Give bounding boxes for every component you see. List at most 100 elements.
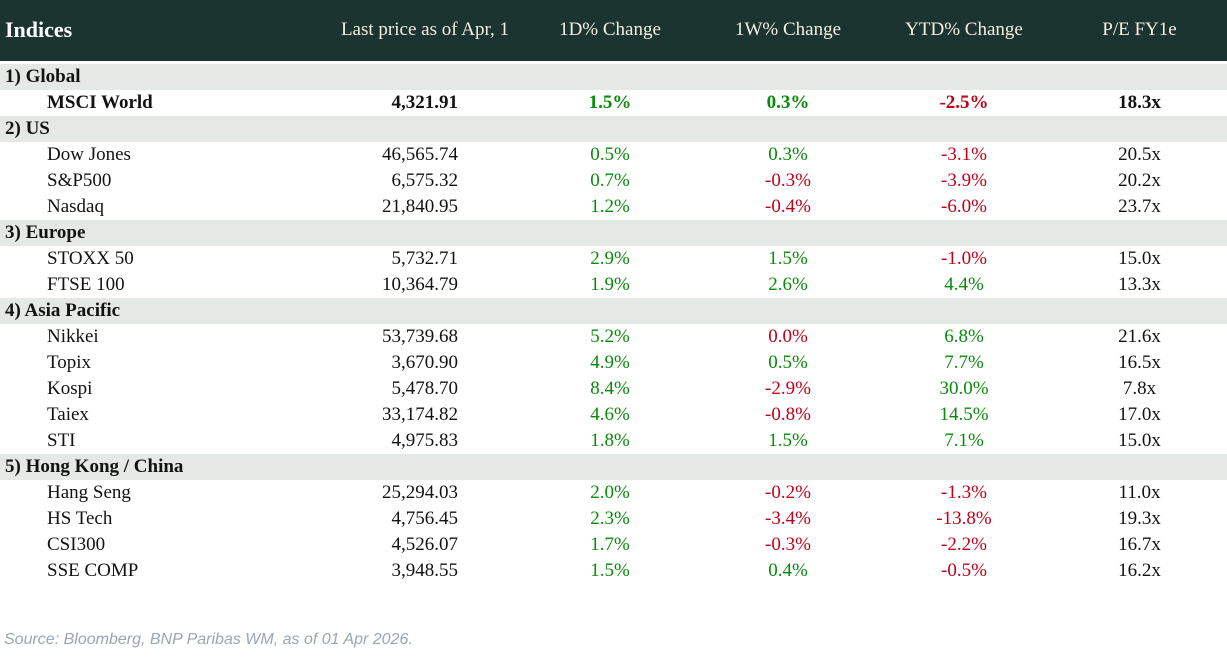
col-header-pe-fy1e: P/E FY1e — [1052, 0, 1227, 64]
change-1w-cell: 0.0% — [768, 325, 808, 347]
index-name-cell: CSI300 — [47, 533, 106, 555]
index-name-cell: Kospi — [47, 377, 93, 399]
pe-cell: 21.6x — [1118, 325, 1161, 347]
pe-cell: 18.3x — [1118, 91, 1161, 113]
change-ytd-cell: -3.9% — [941, 169, 987, 191]
col-header-indices: Indices — [0, 0, 330, 64]
index-name-cell: S&P500 — [47, 169, 112, 191]
section-row: 5) Hong Kong / China — [0, 453, 1227, 480]
pe-cell: 15.0x — [1118, 247, 1161, 269]
change-ytd-cell: 6.8% — [944, 325, 984, 347]
pe-cell: 19.3x — [1118, 507, 1161, 529]
change-1w-cell: 0.3% — [768, 143, 808, 165]
index-row: Topix 3,670.90 4.9% 0.5% 7.7% 16.5x — [0, 350, 1227, 376]
change-1d-cell: 8.4% — [590, 377, 630, 399]
last-price-cell: 21,840.95 — [382, 195, 458, 217]
change-1d-cell: 1.9% — [590, 273, 630, 295]
col-header-1d-change: 1D% Change — [520, 0, 700, 64]
change-1w-cell: -2.9% — [765, 377, 811, 399]
change-1w-cell: -0.3% — [765, 169, 811, 191]
pe-cell: 16.2x — [1118, 559, 1161, 581]
index-name-cell: HS Tech — [47, 507, 113, 529]
last-price-cell: 25,294.03 — [382, 481, 458, 503]
section-label: 3) Europe — [0, 219, 1227, 246]
change-1w-cell: 0.5% — [768, 351, 808, 373]
last-price-cell: 4,975.83 — [391, 429, 459, 451]
index-row: CSI300 4,526.07 1.7% -0.3% -2.2% 16.7x — [0, 532, 1227, 558]
change-ytd-cell: -2.5% — [939, 91, 989, 113]
change-1d-cell: 1.7% — [590, 533, 630, 555]
index-row: Dow Jones 46,565.74 0.5% 0.3% -3.1% 20.5x — [0, 142, 1227, 168]
last-price-cell: 5,478.70 — [391, 377, 459, 399]
change-ytd-cell: -13.8% — [936, 507, 992, 529]
section-label: 5) Hong Kong / China — [0, 453, 1227, 480]
index-name-cell: Nikkei — [47, 325, 99, 347]
indices-table-body: 1) Global MSCI World 4,321.91 1.5% 0.3% -2.5%… — [0, 62, 1227, 584]
change-1d-cell: 1.8% — [590, 429, 630, 451]
source-note: Source: Bloomberg, BNP Paribas WM, as of… — [4, 630, 413, 648]
index-name-cell: Topix — [47, 351, 92, 373]
index-row: Kospi 5,478.70 8.4% -2.9% 30.0% 7.8x — [0, 376, 1227, 402]
pe-cell: 13.3x — [1118, 273, 1161, 295]
change-1w-cell: 0.4% — [768, 559, 808, 581]
index-row: SSE COMP 3,948.55 1.5% 0.4% -0.5% 16.2x — [0, 558, 1227, 584]
change-ytd-cell: 7.7% — [944, 351, 984, 373]
section-row: 4) Asia Pacific — [0, 297, 1227, 324]
change-1d-cell: 2.3% — [590, 507, 630, 529]
last-price-cell: 4,526.07 — [391, 533, 459, 555]
change-1w-cell: 0.3% — [766, 91, 810, 113]
change-1d-cell: 4.6% — [590, 403, 630, 425]
change-1w-cell: -0.8% — [765, 403, 811, 425]
change-ytd-cell: -1.0% — [941, 247, 987, 269]
change-1d-cell: 0.7% — [590, 169, 630, 191]
last-price-cell: 10,364.79 — [382, 273, 458, 295]
pe-cell: 20.2x — [1118, 169, 1161, 191]
index-name-cell: FTSE 100 — [47, 273, 125, 295]
index-row: STI 4,975.83 1.8% 1.5% 7.1% 15.0x — [0, 428, 1227, 454]
index-name-cell: Dow Jones — [47, 143, 131, 165]
pe-cell: 7.8x — [1122, 377, 1157, 399]
change-1w-cell: 2.6% — [768, 273, 808, 295]
last-price-cell: 5,732.71 — [391, 247, 459, 269]
change-1d-cell: 1.5% — [588, 91, 632, 113]
change-1d-cell: 1.2% — [590, 195, 630, 217]
change-1d-cell: 1.5% — [590, 559, 630, 581]
section-row: 2) US — [0, 115, 1227, 142]
index-row: Taiex 33,174.82 4.6% -0.8% 14.5% 17.0x — [0, 402, 1227, 428]
pe-cell: 16.5x — [1118, 351, 1161, 373]
change-1w-cell: -0.2% — [765, 481, 811, 503]
col-header-last-price: Last price as of Apr, 1 — [330, 0, 520, 64]
index-row: HS Tech 4,756.45 2.3% -3.4% -13.8% 19.3x — [0, 506, 1227, 532]
index-row: Hang Seng 25,294.03 2.0% -0.2% -1.3% 11.0x — [0, 480, 1227, 506]
last-price-cell: 6,575.32 — [391, 169, 459, 191]
change-1w-cell: -3.4% — [765, 507, 811, 529]
index-row: Nasdaq 21,840.95 1.2% -0.4% -6.0% 23.7x — [0, 194, 1227, 220]
section-label: 2) US — [0, 115, 1227, 142]
change-ytd-cell: 7.1% — [944, 429, 984, 451]
header-row: Indices Last price as of Apr, 1 1D% Chan… — [0, 0, 1227, 64]
change-1d-cell: 2.0% — [590, 481, 630, 503]
section-row: 3) Europe — [0, 219, 1227, 246]
change-ytd-cell: 14.5% — [939, 403, 989, 425]
last-price-cell: 33,174.82 — [382, 403, 458, 425]
pe-cell: 11.0x — [1118, 481, 1161, 503]
pe-cell: 16.7x — [1118, 533, 1161, 555]
change-1w-cell: -0.3% — [765, 533, 811, 555]
index-row: STOXX 50 5,732.71 2.9% 1.5% -1.0% 15.0x — [0, 246, 1227, 272]
index-name-cell: SSE COMP — [47, 559, 139, 581]
change-ytd-cell: -6.0% — [941, 195, 987, 217]
indices-table: Indices Last price as of Apr, 1 1D% Chan… — [0, 0, 1227, 584]
index-name-cell: STOXX 50 — [47, 247, 134, 269]
index-row: MSCI World 4,321.91 1.5% 0.3% -2.5% 18.3x — [0, 90, 1227, 116]
pe-cell: 23.7x — [1118, 195, 1161, 217]
index-row: Nikkei 53,739.68 5.2% 0.0% 6.8% 21.6x — [0, 324, 1227, 350]
change-ytd-cell: -1.3% — [941, 481, 987, 503]
change-ytd-cell: -3.1% — [941, 143, 987, 165]
index-name-cell: Hang Seng — [47, 481, 131, 503]
change-1w-cell: 1.5% — [768, 247, 808, 269]
last-price-cell: 46,565.74 — [382, 143, 458, 165]
index-name-cell: Taiex — [47, 403, 89, 425]
pe-cell: 15.0x — [1118, 429, 1161, 451]
change-1d-cell: 5.2% — [590, 325, 630, 347]
change-ytd-cell: 4.4% — [944, 273, 984, 295]
